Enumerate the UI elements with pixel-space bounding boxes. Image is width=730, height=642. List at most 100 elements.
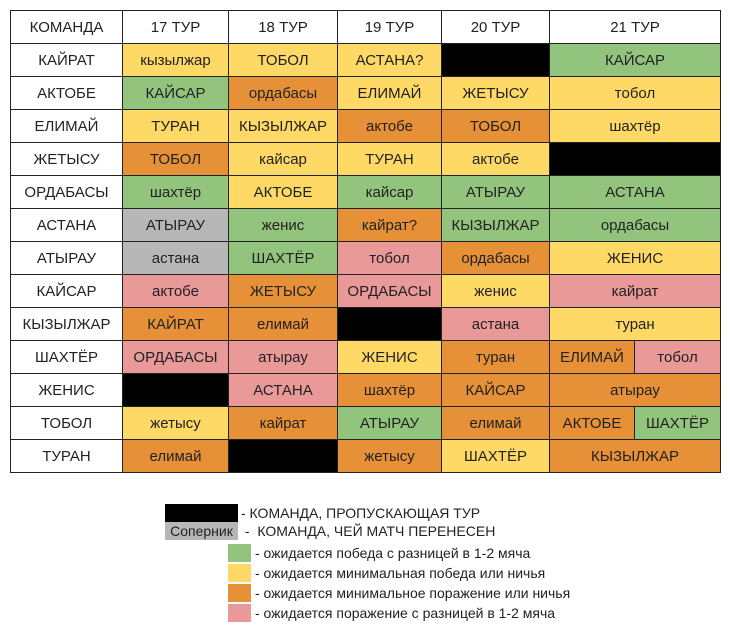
header-cell: КОМАНДА [10,10,123,44]
opponent-cell: ТУРАН [122,109,229,143]
table-row: АТЫРАУ астана ШАХТЁР тобол ордабасы ЖЕНИС [10,241,721,275]
opponent-cell: ЖЕНИС [549,241,721,275]
opponent-cell: АКТОБЕ [549,406,635,440]
team-name: КАЙРАТ [10,43,123,77]
header-cell: 19 ТУР [337,10,442,44]
opponent-cell: тобол [337,241,442,275]
opponent-cell: тобол [549,76,721,110]
opponent-cell: шахтёр [122,175,229,209]
opponent-cell: КАЙСАР [549,43,721,77]
legend-yellow: - ожидается минимальная победа или ничья [255,565,546,581]
opponent-cell: шахтёр [337,373,442,407]
opponent-cell: атырау [228,340,338,374]
table-row: АСТАНА АТЫРАУ женис кайрат? КЫЗЫЛЖАР ордабасы [10,208,721,242]
legend-green: - ожидается победа с разницей в 1-2 мяча [255,545,531,561]
team-name: ТОБОЛ [10,406,123,440]
yellow-swatch [228,564,251,582]
opponent-cell: кызылжар [122,43,229,77]
opponent-cell: АКТОБЕ [228,175,338,209]
opponent-cell: АТЫРАУ [337,406,442,440]
legend-bye: - КОМАНДА, ПРОПУСКАЮЩАЯ ТУР [241,505,481,521]
opponent-cell: АСТАНА [228,373,338,407]
opponent-cell: актобе [122,274,229,308]
table-row: ЖЕТЫСУ ТОБОЛ кайсар ТУРАН актобе [10,142,721,176]
orange-swatch [228,584,251,602]
opponent-cell: женис [441,274,550,308]
opponent-cell: КАЙСАР [122,76,229,110]
opponent-cell: КАЙСАР [441,373,550,407]
opponent-cell: ордабасы [228,76,338,110]
opponent-cell: ЕЛИМАЙ [549,340,635,374]
table-row: КАЙРАТ кызылжар ТОБОЛ АСТАНА? КАЙСАР [10,43,721,77]
opponent-cell: КАЙРАТ [122,307,229,341]
schedule-table: КОМАНДА 17 ТУР 18 ТУР 19 ТУР 20 ТУР 21 ТУР КА… [10,10,721,473]
team-name: КАЙСАР [10,274,123,308]
opponent-cell: женис [228,208,338,242]
opponent-cell: ЖЕТЫСУ [228,274,338,308]
header-cell: 21 ТУР [549,10,721,44]
green-swatch [228,544,251,562]
opponent-cell: астана [122,241,229,275]
opponent-cell: ТОБОЛ [228,43,338,77]
table-row: ЖЕНИС АСТАНА шахтёр КАЙСАР атырау [10,373,721,407]
opponent-cell: атырау [549,373,721,407]
opponent-cell: кайрат [549,274,721,308]
opponent-cell: ОРДАБАСЫ [337,274,442,308]
opponent-cell: елимай [122,439,229,473]
header-row: КОМАНДА 17 ТУР 18 ТУР 19 ТУР 20 ТУР 21 ТУР [10,10,721,44]
team-name: ТУРАН [10,439,123,473]
opponent-cell: кайсар [337,175,442,209]
opponent-cell: туран [549,307,721,341]
opponent-cell: ШАХТЁР [441,439,550,473]
table-row: КЫЗЫЛЖАР КАЙРАТ елимай астана туран [10,307,721,341]
bye-cell [549,142,721,176]
pink-swatch [228,604,251,622]
opponent-cell: астана [441,307,550,341]
opponent-cell: ТОБОЛ [441,109,550,143]
opponent-cell: АТЫРАУ [441,175,550,209]
opponent-cell: кайрат? [337,208,442,242]
opponent-cell: ШАХТЁР [634,406,721,440]
opponent-cell: тобол [634,340,721,374]
team-name: АТЫРАУ [10,241,123,275]
legend-pink: - ожидается поражение с разницей в 1-2 м… [255,605,556,621]
opponent-cell: туран [441,340,550,374]
opponent-cell: АТЫРАУ [122,208,229,242]
header-cell: 20 ТУР [441,10,550,44]
opponent-cell: актобе [337,109,442,143]
bye-swatch [165,504,238,522]
header-cell: 18 ТУР [228,10,338,44]
opponent-cell: ТУРАН [337,142,442,176]
team-name: АСТАНА [10,208,123,242]
opponent-cell: КЫЗЫЛЖАР [441,208,550,242]
opponent-cell: елимай [441,406,550,440]
legend-postponed: - КОМАНДА, ЧЕЙ МАТЧ ПЕРЕНЕСЕН [241,523,496,539]
team-name: ЖЕНИС [10,373,123,407]
table-row: ТОБОЛ жетысу кайрат АТЫРАУ елимай АКТОБЕ ШАХТЁ… [10,406,721,440]
opponent-cell: ШАХТЁР [228,241,338,275]
team-name: ШАХТЁР [10,340,123,374]
table-row: АКТОБЕ КАЙСАР ордабасы ЕЛИМАЙ ЖЕТЫСУ тобол [10,76,721,110]
team-name: ОРДАБАСЫ [10,175,123,209]
team-name: КЫЗЫЛЖАР [10,307,123,341]
postponed-swatch: Соперник [165,522,238,540]
opponent-cell: ордабасы [441,241,550,275]
opponent-cell: ЖЕНИС [337,340,442,374]
table-row: ТУРАН елимай жетысу ШАХТЁР КЫЗЫЛЖАР [10,439,721,473]
team-name: ЖЕТЫСУ [10,142,123,176]
legend-orange: - ожидается минимальное поражение или ни… [255,585,571,601]
opponent-cell: АСТАНА [549,175,721,209]
opponent-cell: кайрат [228,406,338,440]
opponent-cell: КЫЗЫЛЖАР [228,109,338,143]
bye-cell [337,307,442,341]
team-name: АКТОБЕ [10,76,123,110]
team-name: ЕЛИМАЙ [10,109,123,143]
bye-cell [228,439,338,473]
table-row: КАЙСАР актобе ЖЕТЫСУ ОРДАБАСЫ женис кайрат [10,274,721,308]
table-row: ЕЛИМАЙ ТУРАН КЫЗЫЛЖАР актобе ТОБОЛ шахтёр [10,109,721,143]
opponent-cell: актобе [441,142,550,176]
opponent-cell: шахтёр [549,109,721,143]
bye-cell [441,43,550,77]
opponent-cell: ОРДАБАСЫ [122,340,229,374]
opponent-cell: ордабасы [549,208,721,242]
